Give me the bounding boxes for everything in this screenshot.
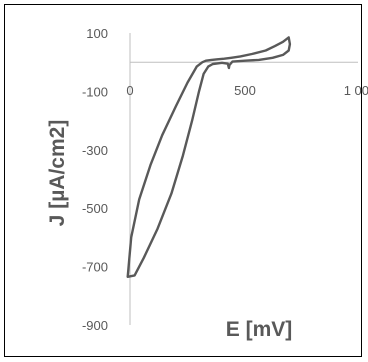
y-tick-label: -300 (82, 143, 108, 158)
series-line (126, 36, 292, 278)
y-tick-label: -900 (82, 318, 108, 333)
y-axis-title: J [µA/cm2] (46, 120, 69, 227)
x-tick-labels: 0 500 1 000 (126, 83, 368, 98)
chart-frame (4, 4, 362, 357)
x-tick-label: 0 (126, 83, 133, 98)
y-tick-label: -700 (82, 260, 108, 275)
x-tick-label: 500 (234, 83, 256, 98)
x-axis-title: E [mV] (226, 318, 293, 341)
y-tick-label: -100 (82, 84, 108, 99)
y-tick-label: -500 (82, 201, 108, 216)
series-layer (126, 36, 292, 278)
y-tick-label: 100 (86, 26, 108, 41)
x-tick-label: 1 000 (344, 83, 368, 98)
axes (129, 33, 358, 325)
y-tick-labels: 100 -100 -300 -500 -700 -900 (82, 26, 108, 333)
